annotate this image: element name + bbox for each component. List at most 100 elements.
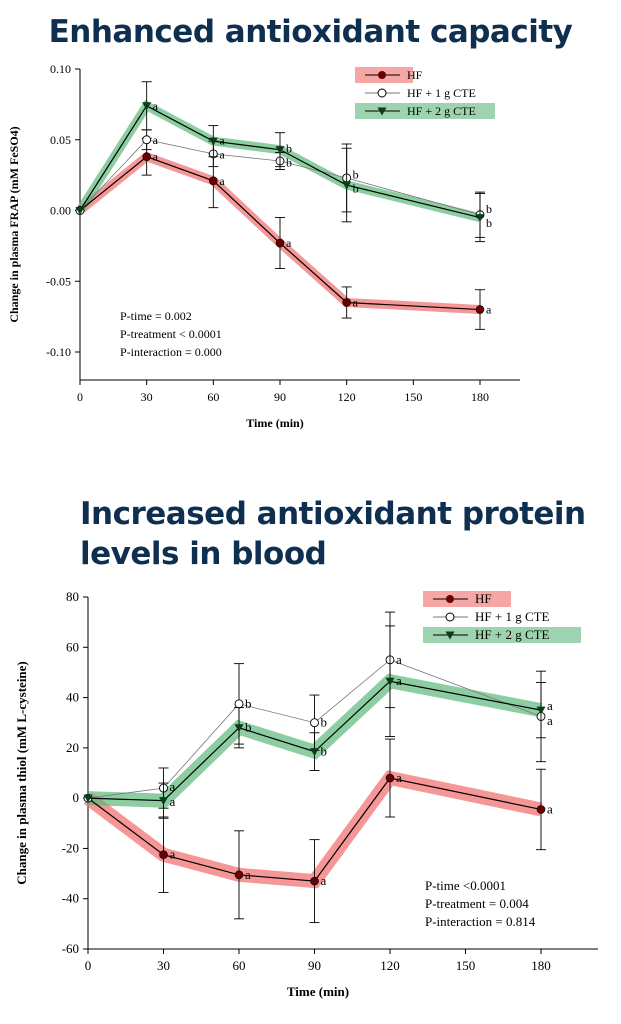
cte2-data-point [234, 724, 244, 733]
frap-chart: 0.10 0.05 0.00 -0.05 -0.10 0 30 60 90 120 150 180 Ti… [7, 62, 520, 430]
legend-highlight [423, 627, 581, 643]
hf-data-point [385, 773, 395, 783]
legend-marker-icon [446, 595, 454, 603]
significance-letter: b [486, 216, 492, 230]
legend-label: HF + 2 g CTE [475, 627, 550, 642]
x-tick-label: 120 [380, 958, 400, 973]
significance-letter: a [321, 873, 327, 888]
cte2-data-point [475, 214, 485, 223]
y-tick-label: 0.10 [50, 62, 71, 76]
legend-marker-icon [445, 612, 455, 622]
significance-letter: b [245, 696, 252, 711]
significance-letter: a [170, 847, 176, 862]
cte1-data-point [142, 135, 152, 145]
hf-data-point [234, 870, 244, 880]
series-line [79, 105, 481, 219]
x-tick-label: 150 [404, 390, 422, 404]
hf-data-point [475, 305, 485, 314]
series-line [87, 659, 542, 799]
significance-letter: a [353, 295, 359, 309]
significance-letter: a [219, 134, 225, 148]
legend-marker-icon [378, 71, 386, 79]
significance-letter: b [321, 744, 328, 759]
p-value-annotation: P-interaction = 0.814 [425, 914, 536, 929]
p-value-annotation: P-treatment < 0.0001 [120, 327, 222, 341]
cte2-data-point [142, 102, 152, 111]
legend-label: HF [407, 68, 423, 82]
series-line [87, 777, 542, 882]
y-tick-label: 0.00 [50, 204, 71, 218]
hf-data-point [209, 176, 218, 186]
x-tick-label: 30 [141, 390, 153, 404]
legend-highlight [355, 103, 495, 119]
y-tick-label: -40 [62, 891, 79, 906]
significance-letter: a [219, 174, 225, 188]
hf-data-point [159, 850, 168, 860]
significance-letter: b [286, 155, 292, 169]
y-tick-label: -0.05 [46, 274, 71, 288]
x-tick-label: 120 [338, 390, 356, 404]
cte2-data-point [159, 797, 168, 806]
p-value-annotation: P-time = 0.002 [120, 309, 192, 323]
cte2-data-point [75, 207, 85, 215]
y-axis-label: Change in plasma FRAP (mM FeSO4) [7, 126, 21, 322]
p-value-annotation: P-time <0.0001 [425, 878, 506, 893]
cte2-data-point [342, 181, 352, 190]
significance-letter: a [547, 713, 553, 728]
thiol-chart: 80 60 40 20 0 -20 -40 -60 0 30 60 90 120 150 180 Time (… [14, 589, 598, 999]
hf-data-point [536, 805, 546, 814]
legend-marker-icon [445, 631, 455, 640]
cte1-data-point [310, 718, 319, 728]
significance-letter: a [153, 133, 159, 147]
significance-letter: a [396, 673, 402, 688]
legend-label: HF + 1 g CTE [407, 86, 476, 100]
significance-letter: b [353, 181, 359, 195]
cte1-data-point [234, 699, 244, 709]
series-line [79, 156, 481, 311]
y-axis-label: Change in plasma thiol (mM L-cysteine) [14, 661, 29, 885]
legend-marker-icon [377, 107, 387, 116]
series-line [87, 680, 542, 802]
significance-letter: a [286, 236, 292, 250]
y-tick-label: 0.05 [50, 133, 71, 147]
x-tick-label: 0 [77, 390, 83, 404]
significance-letter: a [396, 652, 402, 667]
hf-data-point [342, 298, 351, 307]
legend-marker-icon [377, 88, 387, 98]
cte2-data-point [310, 748, 319, 757]
cte2-data-point [83, 794, 93, 803]
y-tick-label: -60 [62, 941, 79, 956]
cte2-data-point [385, 677, 395, 686]
legend-label: HF + 1 g CTE [475, 609, 550, 624]
p-value-annotation: P-interaction = 0.000 [120, 345, 222, 359]
y-tick-label: 60 [66, 639, 79, 654]
significance-letter: a [219, 148, 225, 162]
x-tick-label: 180 [531, 958, 551, 973]
legend-label: HF [475, 591, 492, 606]
cte2-data-point [536, 706, 546, 715]
x-axis-label: Time (min) [246, 416, 303, 430]
hf-data-point [275, 238, 285, 248]
y-tick-label: -0.10 [46, 345, 71, 359]
x-tick-label: 60 [207, 390, 219, 404]
significance-letter: a [547, 698, 553, 713]
chart-2-title: Increased antioxidant protein levels in … [80, 496, 586, 572]
significance-letter: a [547, 801, 553, 816]
y-tick-label: 0 [73, 790, 80, 805]
x-tick-label: 0 [85, 958, 92, 973]
significance-letter: b [486, 202, 492, 216]
significance-letter: b [321, 715, 328, 730]
significance-letter: b [286, 141, 292, 155]
x-tick-label: 60 [233, 958, 246, 973]
y-tick-label: 40 [66, 690, 79, 705]
significance-letter: a [486, 303, 492, 317]
significance-letter: b [245, 720, 252, 735]
x-tick-label: 90 [274, 390, 286, 404]
significance-letter: a [245, 867, 251, 882]
y-tick-label: -20 [62, 840, 79, 855]
series-line [79, 139, 481, 216]
x-axis-label: Time (min) [287, 984, 349, 999]
y-tick-label: 20 [66, 740, 79, 755]
x-tick-label: 150 [456, 958, 476, 973]
x-tick-label: 90 [308, 958, 321, 973]
